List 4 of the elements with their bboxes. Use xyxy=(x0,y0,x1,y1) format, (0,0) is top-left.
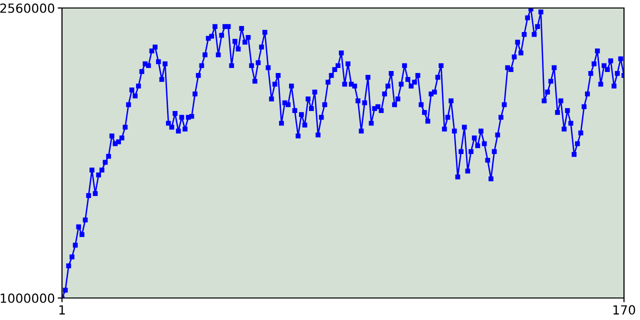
x-tick-label: 170 xyxy=(613,305,636,315)
x-tick-label: 1 xyxy=(59,305,65,314)
y-tick-label: 2560000 xyxy=(0,3,54,13)
y-tick-label: 1000000 xyxy=(0,293,54,303)
